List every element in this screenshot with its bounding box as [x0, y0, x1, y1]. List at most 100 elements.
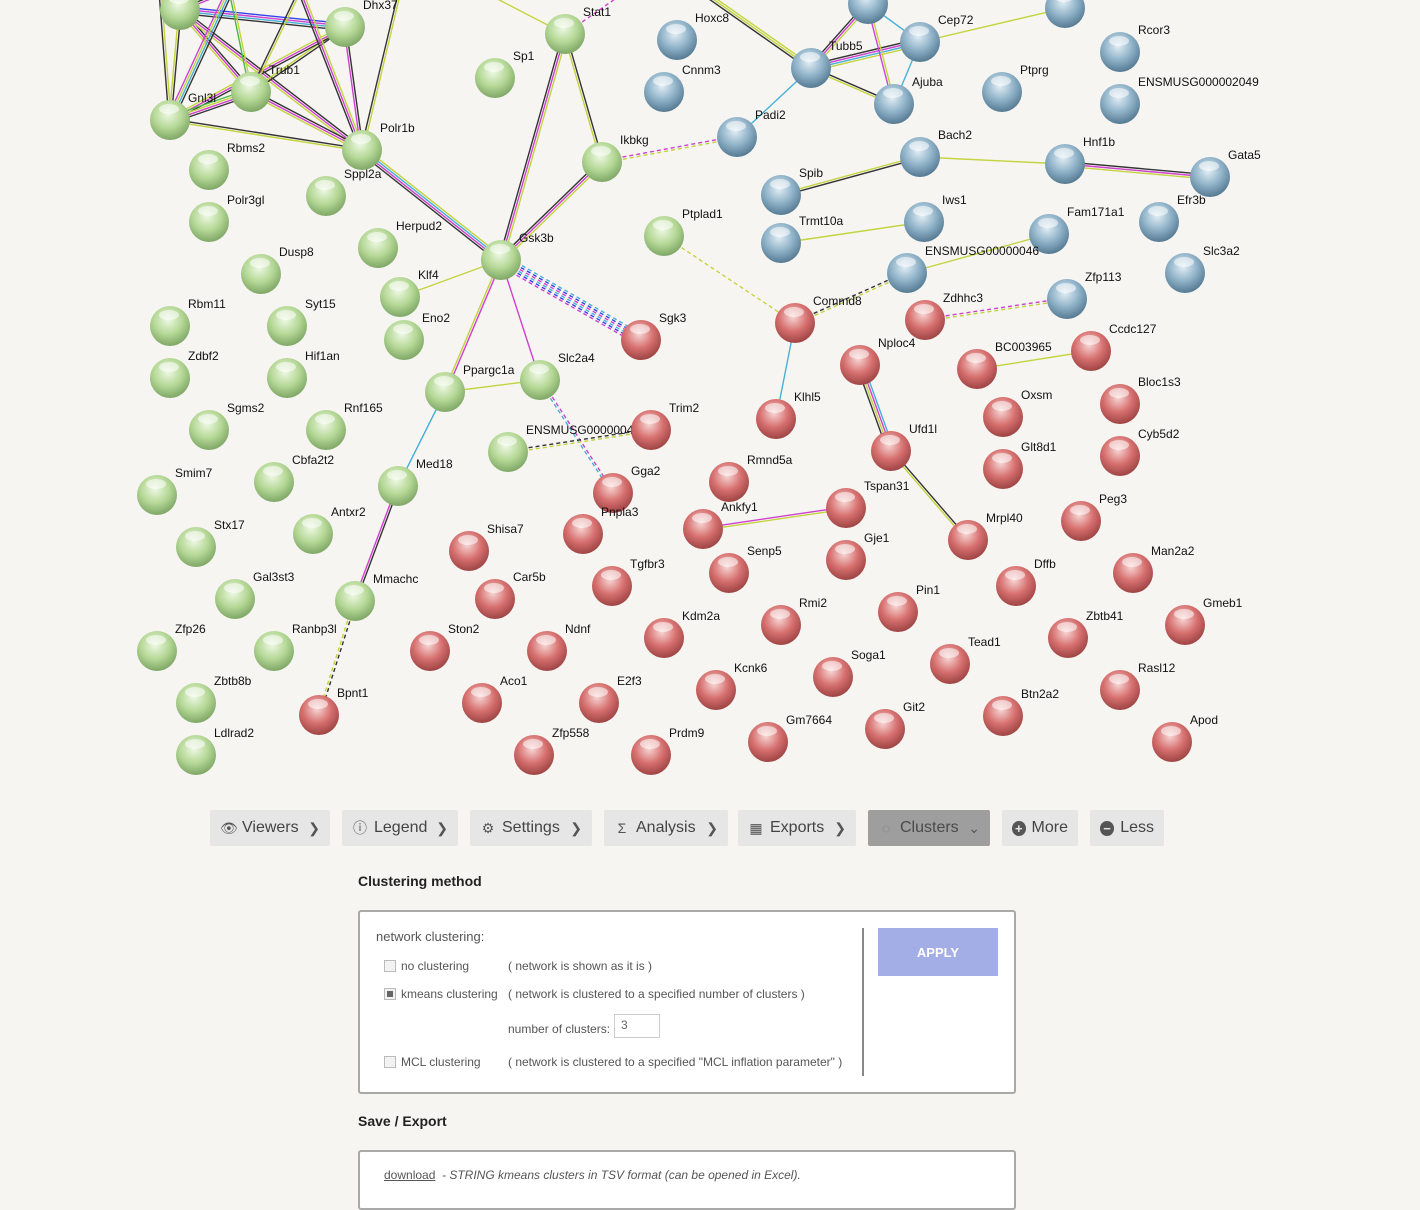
- node-gata5[interactable]: Gata5: [1190, 148, 1261, 197]
- node-padi2[interactable]: Padi2: [717, 108, 786, 157]
- edge-Cep72-x[interactable]: [919, 7, 1066, 43]
- node-trim2[interactable]: Trim2: [631, 401, 700, 450]
- node-shisa7[interactable]: Shisa7: [449, 522, 524, 571]
- node-ppargc1a[interactable]: Ppargc1a: [425, 363, 515, 412]
- node-zfp26[interactable]: Zfp26: [137, 622, 206, 671]
- node-sgk3[interactable]: Sgk3: [621, 311, 687, 360]
- node-smim7[interactable]: Smim7: [137, 466, 213, 515]
- settings-button[interactable]: ⚙ Settings ❯: [470, 810, 592, 846]
- node-gm7664[interactable]: Gm7664: [748, 713, 832, 762]
- node-peg3[interactable]: Peg3: [1061, 492, 1127, 541]
- node-bach2[interactable]: Bach2: [900, 128, 972, 177]
- edge-Gsk3b-Stat1[interactable]: [498, 33, 568, 261]
- node-efr3b[interactable]: Efr3b: [1139, 193, 1206, 242]
- node-commd8[interactable]: Commd8: [775, 294, 862, 343]
- node-slc3a2[interactable]: Slc3a2: [1165, 244, 1240, 293]
- apply-button[interactable]: APPLY: [878, 928, 998, 976]
- edge-Gsk3b-Ikbkg[interactable]: [498, 159, 605, 263]
- edge-Stat1-Ikbkg[interactable]: [563, 33, 604, 163]
- edge-Ikbkg-Padi2[interactable]: [601, 135, 738, 164]
- node-ldlrad2[interactable]: Ldlrad2: [176, 726, 254, 775]
- node-e2f3[interactable]: E2f3: [579, 674, 642, 723]
- edge-Med18-Mmachc[interactable]: [353, 485, 400, 602]
- node-rbm11[interactable]: Rbm11: [150, 297, 226, 346]
- node-ston2[interactable]: Ston2: [410, 622, 480, 671]
- edge-Bach2-Hnf1b[interactable]: [919, 156, 1066, 165]
- node-bpnt1[interactable]: Bpnt1: [299, 686, 369, 735]
- node-nploc4[interactable]: Nploc4: [840, 336, 916, 385]
- node-bc003965[interactable]: BC003965: [957, 340, 1052, 389]
- node-zdbf2[interactable]: Zdbf2: [150, 349, 219, 398]
- node-ptplad1[interactable]: Ptplad1: [644, 207, 723, 256]
- node-tspan31[interactable]: Tspan31: [826, 479, 910, 528]
- node-cbfa2t2[interactable]: Cbfa2t2: [254, 453, 334, 502]
- node-sppl2a[interactable]: Sppl2a: [306, 167, 382, 216]
- edge-Gnl3l-Polr1b[interactable]: [169, 118, 363, 152]
- node-polr1b[interactable]: Polr1b: [342, 121, 415, 170]
- node-ikbkg[interactable]: Ikbkg: [582, 133, 649, 182]
- node-dffb[interactable]: Dffb: [996, 557, 1056, 606]
- edge-Bach2-Spib[interactable]: [780, 155, 921, 197]
- node-dhx37[interactable]: Dhx37: [325, 0, 398, 47]
- node-sgms2[interactable]: Sgms2: [189, 401, 265, 450]
- node-gmeb1[interactable]: Gmeb1: [1165, 596, 1243, 645]
- node-oxsm[interactable]: Oxsm: [983, 388, 1052, 437]
- edge-Gsk3b-Slc2a4[interactable]: [500, 259, 541, 381]
- node-mmachc[interactable]: Mmachc: [335, 572, 418, 621]
- node-apod[interactable]: Apod: [1152, 713, 1218, 762]
- node-pin1[interactable]: Pin1: [878, 583, 940, 632]
- node-sphere[interactable]: [848, 0, 888, 24]
- exports-button[interactable]: ▦ Exports ❯: [738, 810, 856, 846]
- edge-Stat1-x[interactable]: [564, 0, 625, 35]
- node-ranbp3l[interactable]: Ranbp3l: [254, 622, 337, 671]
- node-gal3st3[interactable]: Gal3st3: [215, 570, 295, 619]
- node-hnf1b[interactable]: Hnf1b: [1045, 135, 1115, 184]
- node-rcor3[interactable]: Rcor3: [1100, 23, 1170, 72]
- edge-ENSMUSG00000046-Fam171a1[interactable]: [906, 233, 1050, 274]
- node-cyb5d2[interactable]: Cyb5d2: [1100, 427, 1180, 476]
- node-bloc1s3[interactable]: Bloc1s3: [1100, 375, 1181, 424]
- edge-Gnl3l-x[interactable]: [166, 0, 233, 122]
- node-eno2[interactable]: Eno2: [384, 311, 450, 360]
- edge-Polr1b-x[interactable]: [360, 0, 401, 151]
- node-sphere[interactable]: [1045, 0, 1085, 28]
- node-senp5[interactable]: Senp5: [709, 544, 782, 593]
- edge-ENSMUSG0000004-Trim2[interactable]: [507, 428, 652, 454]
- node-hif1an[interactable]: Hif1an: [267, 349, 340, 398]
- node-ankfy1[interactable]: Ankfy1: [683, 500, 758, 549]
- edge-Slc2a4-Gga2[interactable]: [538, 379, 615, 494]
- edge-Tubb5-x[interactable]: [699, 0, 813, 71]
- node-antxr2[interactable]: Antxr2: [293, 505, 366, 554]
- mcl-clustering-checkbox[interactable]: [384, 1056, 396, 1068]
- node-stx17[interactable]: Stx17: [176, 518, 245, 567]
- node-pnpla3[interactable]: Pnpla3: [563, 505, 639, 554]
- node-git2[interactable]: Git2: [865, 700, 925, 749]
- edge-Gsk3b-Polr1b[interactable]: [359, 146, 504, 264]
- node-spib[interactable]: Spib: [761, 166, 823, 215]
- download-link[interactable]: download: [384, 1168, 436, 1182]
- edge-Dhx37-Polr1b[interactable]: [343, 26, 364, 151]
- node-med18[interactable]: Med18: [378, 457, 453, 506]
- edge-Trub1-Polr1b[interactable]: [249, 89, 364, 153]
- node-ensmusg0000004[interactable]: ENSMUSG0000004: [488, 423, 634, 472]
- node-gje1[interactable]: Gje1: [826, 531, 890, 580]
- more-button[interactable]: + More: [1002, 810, 1078, 846]
- edge-Hnf1b-Gata5[interactable]: [1064, 161, 1211, 180]
- node-gga2[interactable]: Gga2: [593, 464, 661, 513]
- node-ndnf[interactable]: Ndnf: [527, 622, 591, 671]
- viewers-button[interactable]: 👁 Viewers ❯: [210, 810, 330, 846]
- node-zfp558[interactable]: Zfp558: [514, 726, 590, 775]
- node-ensmusg000002049[interactable]: ENSMUSG000002049: [1100, 75, 1259, 124]
- node-klf4[interactable]: Klf4: [380, 268, 439, 317]
- node-zfp113[interactable]: Zfp113: [1047, 270, 1122, 319]
- node-glt8d1[interactable]: Glt8d1: [983, 440, 1057, 489]
- edge-Gsk3b-Sgk3[interactable]: [497, 254, 645, 346]
- node-trmt10a[interactable]: Trmt10a: [761, 214, 844, 263]
- node-tubb5[interactable]: Tubb5: [791, 39, 863, 88]
- node-zbtb41[interactable]: Zbtb41: [1048, 609, 1124, 658]
- node-soga1[interactable]: Soga1: [813, 648, 886, 697]
- node-rbms2[interactable]: Rbms2: [189, 141, 265, 190]
- node-herpud2[interactable]: Herpud2: [358, 219, 442, 268]
- node-dusp8[interactable]: Dusp8: [241, 245, 314, 294]
- legend-button[interactable]: ⓘ Legend ❯: [342, 810, 458, 846]
